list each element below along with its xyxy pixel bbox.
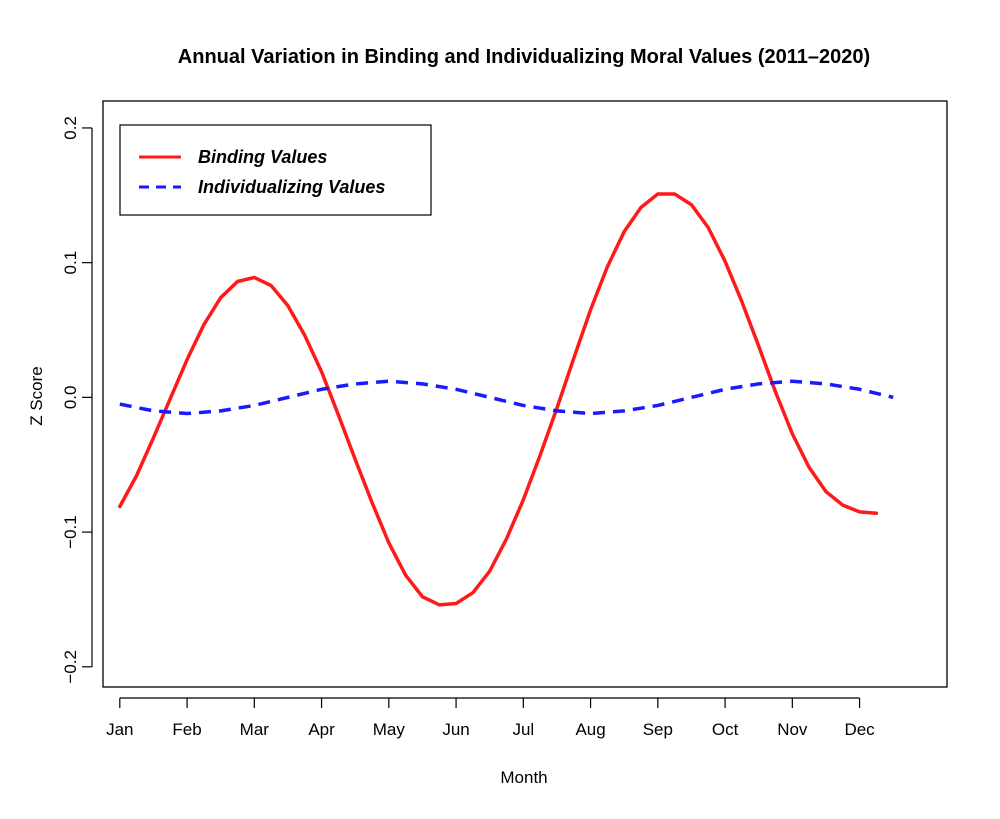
- x-tick-label: May: [373, 720, 406, 739]
- y-axis-title: Z Score: [27, 366, 46, 426]
- x-tick-label: Jan: [106, 720, 133, 739]
- y-tick-label: 0.0: [61, 386, 80, 410]
- legend-box: [119, 124, 432, 216]
- x-tick-label: Sep: [643, 720, 673, 739]
- x-tick-label: Mar: [240, 720, 270, 739]
- x-tick-label: Nov: [777, 720, 808, 739]
- legend-label-individualizing: Individualizing Values: [198, 177, 385, 197]
- x-tick-label: Jun: [442, 720, 469, 739]
- y-axis: −0.2 −0.1 0.0 0.1 0.2: [61, 116, 93, 684]
- y-tick-label: 0.1: [61, 251, 80, 275]
- x-tick-label: Feb: [172, 720, 201, 739]
- series-layer: [118, 192, 894, 607]
- plot-area-frame: [102, 100, 948, 688]
- series-line-binding: [118, 192, 879, 607]
- series-line-individualizing: [119, 379, 894, 416]
- x-axis-title: Month: [500, 768, 547, 787]
- y-tick-label: −0.1: [61, 515, 80, 549]
- x-tick-label: Apr: [308, 720, 335, 739]
- y-tick-label: −0.2: [61, 650, 80, 684]
- x-tick-label: Aug: [575, 720, 605, 739]
- legend: Binding Values Individualizing Values: [119, 124, 432, 216]
- legend-label-binding: Binding Values: [198, 147, 327, 167]
- x-tick-label: Jul: [512, 720, 534, 739]
- x-tick-label: Dec: [844, 720, 875, 739]
- x-axis: Jan Feb Mar Apr May Jun Jul Aug Sep Oct Nov Dec: [106, 697, 875, 739]
- y-tick-label: 0.2: [61, 116, 80, 140]
- x-tick-label: Oct: [712, 720, 739, 739]
- chart-title: Annual Variation in Binding and Individu…: [178, 46, 870, 68]
